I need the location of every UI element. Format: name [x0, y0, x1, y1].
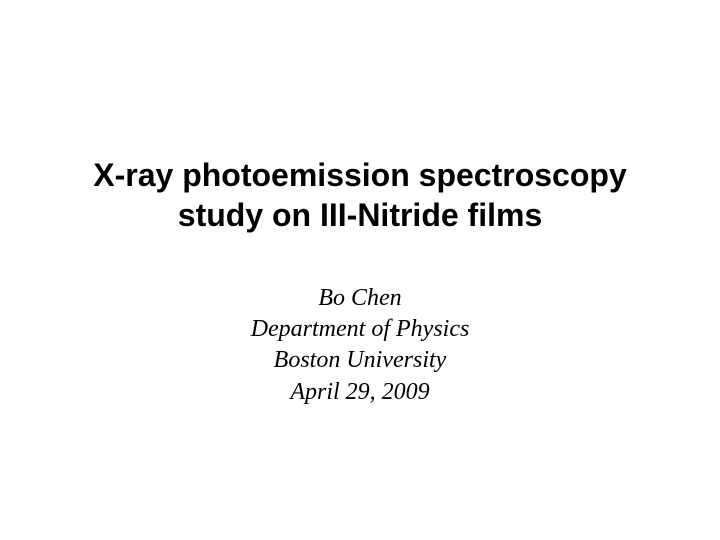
author-name: Bo Chen [0, 283, 720, 314]
author-block: Bo Chen Department of Physics Boston Uni… [0, 283, 720, 408]
presentation-date: April 29, 2009 [0, 377, 720, 408]
title-line-1: X-ray photoemission spectroscopy [93, 157, 626, 193]
university: Boston University [0, 345, 720, 376]
slide-title: X-ray photoemission spectroscopy study o… [0, 155, 720, 235]
title-line-2: study on III-Nitride films [178, 197, 542, 233]
title-slide: X-ray photoemission spectroscopy study o… [0, 0, 720, 540]
department: Department of Physics [0, 314, 720, 345]
